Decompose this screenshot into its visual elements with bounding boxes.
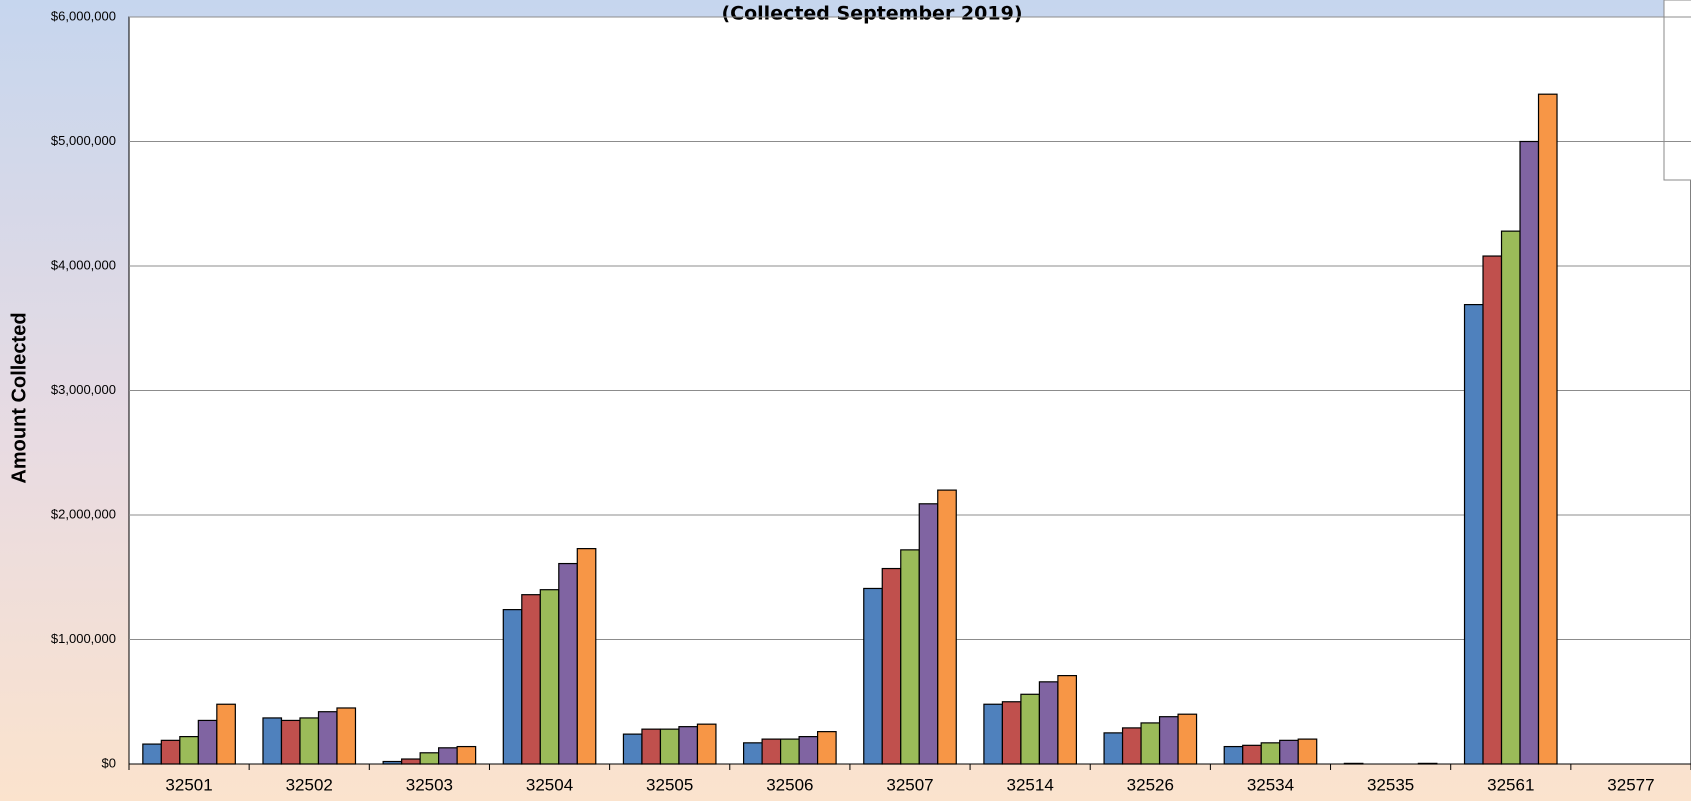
bar	[179, 736, 199, 765]
bar	[317, 711, 338, 765]
y-tick-label: $4,000,000	[51, 257, 116, 272]
bar	[761, 738, 782, 765]
y-axis-label: Amount Collected	[8, 312, 30, 483]
bar	[521, 594, 541, 765]
bar	[1177, 713, 1198, 765]
bar	[336, 707, 357, 765]
bar	[142, 743, 162, 765]
bar	[1103, 732, 1124, 765]
bar	[1001, 701, 1022, 765]
bar	[197, 719, 218, 765]
bar	[262, 717, 283, 765]
bar	[937, 489, 957, 765]
legend-box	[1663, 0, 1691, 181]
bar	[1121, 727, 1142, 765]
bar	[641, 728, 662, 765]
bar	[299, 717, 320, 765]
bar	[558, 562, 578, 765]
bar	[983, 703, 1004, 765]
y-tick-label: $0	[102, 755, 116, 770]
bar	[216, 703, 236, 765]
bar	[696, 723, 717, 765]
bar	[678, 726, 699, 765]
x-tick-label: 32504	[526, 775, 573, 794]
bar	[622, 733, 643, 765]
x-tick-label: 32501	[165, 775, 212, 794]
x-tick-label: 32561	[1487, 775, 1534, 794]
bar	[1260, 742, 1281, 765]
bar	[280, 719, 301, 765]
bar	[1223, 745, 1244, 765]
bar	[742, 742, 763, 765]
x-tick-label: 32526	[1127, 775, 1174, 794]
bar	[1519, 140, 1540, 765]
x-tick-label: 32506	[766, 775, 813, 794]
bar	[160, 739, 181, 765]
bar	[659, 728, 680, 765]
bar	[401, 758, 421, 765]
bar	[779, 738, 800, 765]
bar	[502, 609, 523, 765]
bar	[1020, 693, 1041, 765]
bar	[438, 747, 458, 765]
y-tick-label: $1,000,000	[51, 631, 116, 646]
bar	[1279, 739, 1299, 765]
x-tick-label: 32535	[1367, 775, 1414, 794]
bar	[816, 731, 837, 765]
bar	[1242, 744, 1262, 765]
x-tick-label: 32503	[406, 775, 453, 794]
bar	[456, 745, 477, 765]
bar	[1140, 722, 1161, 765]
bar	[1500, 230, 1521, 765]
y-tick-label: $5,000,000	[51, 133, 116, 148]
x-tick-label: 32502	[286, 775, 333, 794]
bar	[798, 736, 819, 765]
bar	[419, 752, 440, 765]
y-tick-label: $2,000,000	[51, 506, 116, 521]
y-tick-label: $3,000,000	[51, 382, 116, 397]
bar	[1463, 303, 1484, 765]
bar	[1297, 738, 1318, 765]
chart-title: (Collected September 2019)	[721, 3, 1022, 25]
x-tick-label: 32505	[646, 775, 693, 794]
x-tick-label: 32577	[1607, 775, 1654, 794]
bar	[1038, 681, 1059, 765]
y-tick-label: $6,000,000	[51, 8, 116, 23]
bar	[539, 589, 560, 765]
bar	[1537, 93, 1558, 765]
bar	[1482, 255, 1503, 765]
x-tick-label: 32507	[886, 775, 933, 794]
bar	[1057, 675, 1078, 765]
x-tick-label: 32534	[1247, 775, 1294, 794]
bar	[881, 567, 902, 765]
bar	[918, 503, 939, 765]
bar	[1158, 716, 1179, 765]
bar	[576, 548, 597, 765]
bar	[863, 587, 883, 765]
bar	[900, 549, 920, 765]
x-tick-label: 32514	[1007, 775, 1054, 794]
